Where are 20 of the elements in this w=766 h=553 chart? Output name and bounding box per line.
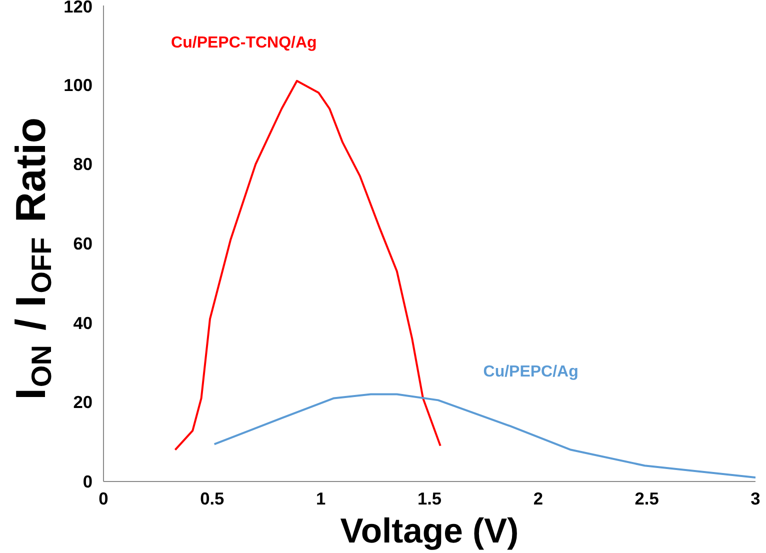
text: Cu/PEPC-TCNQ/Ag	[171, 34, 317, 52]
line-series	[174, 80, 442, 451]
x-tick-label: 2.5	[634, 488, 660, 508]
x-tick-label: 1.5	[417, 488, 442, 508]
y-tick-label: 0	[82, 472, 93, 492]
x-tick-label: 3	[750, 488, 761, 508]
x-tick-label: 0	[98, 488, 108, 508]
y-tick-label: 100	[64, 74, 93, 95]
line-series	[213, 393, 756, 479]
x-axis-title: Voltage (V)	[340, 512, 519, 550]
text: Cu/PEPC/Ag	[483, 364, 578, 381]
y-tick-label: 20	[73, 392, 93, 412]
y-tick-label: 120	[64, 0, 93, 16]
y-tick-label: 40	[73, 312, 93, 333]
y-tick-label: 80	[73, 154, 93, 174]
x-tick-label: 2	[533, 488, 543, 508]
x-tick-label: 1	[316, 488, 326, 508]
y-axis-title: ION / IOFF Ratio	[7, 117, 57, 400]
x-tick-label: 0.5	[200, 488, 225, 508]
y-tick-label: 60	[73, 234, 93, 254]
